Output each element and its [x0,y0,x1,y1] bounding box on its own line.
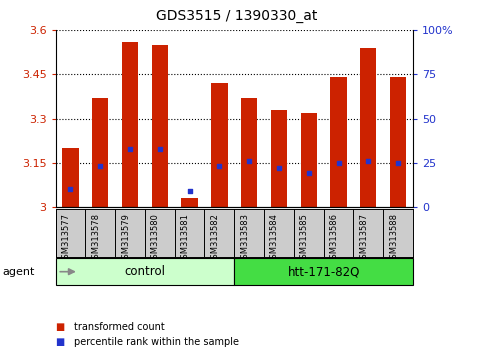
Text: GSM313586: GSM313586 [329,213,339,264]
Text: GSM313579: GSM313579 [121,213,130,264]
Bar [122,42,138,207]
Text: percentile rank within the sample: percentile rank within the sample [74,337,239,347]
Text: GSM313587: GSM313587 [359,213,368,264]
Text: GSM313577: GSM313577 [61,213,71,264]
Bar [62,148,79,207]
Bar [241,98,257,207]
Point [275,165,283,171]
Bar [56,258,234,285]
Point [67,187,74,192]
Point [215,164,223,169]
Point [245,158,253,164]
Bar [330,77,347,207]
Text: GSM313584: GSM313584 [270,213,279,264]
Text: GSM313583: GSM313583 [240,213,249,264]
Bar [152,45,168,207]
Point [305,171,313,176]
Text: GSM313585: GSM313585 [300,213,309,264]
Bar [360,48,376,207]
Point [364,158,372,164]
Bar [182,198,198,207]
Bar [390,77,406,207]
Text: transformed count: transformed count [74,322,165,332]
Text: ■: ■ [56,322,65,332]
Point [97,164,104,169]
Point [394,160,402,166]
Point [126,146,134,152]
Text: GSM313588: GSM313588 [389,213,398,264]
Bar [271,110,287,207]
Point [335,160,342,166]
Text: GSM313581: GSM313581 [181,213,189,264]
Text: ■: ■ [56,337,65,347]
Text: htt-171-82Q: htt-171-82Q [287,265,360,278]
Bar [211,83,227,207]
Bar [92,98,108,207]
Point [185,188,193,194]
Text: GDS3515 / 1390330_at: GDS3515 / 1390330_at [156,9,317,23]
Text: agent: agent [2,267,35,277]
Bar [234,258,413,285]
Text: GSM313582: GSM313582 [211,213,219,264]
Text: control: control [125,265,165,278]
Point [156,146,164,152]
Text: GSM313580: GSM313580 [151,213,160,264]
Bar [300,113,317,207]
Text: GSM313578: GSM313578 [91,213,100,264]
